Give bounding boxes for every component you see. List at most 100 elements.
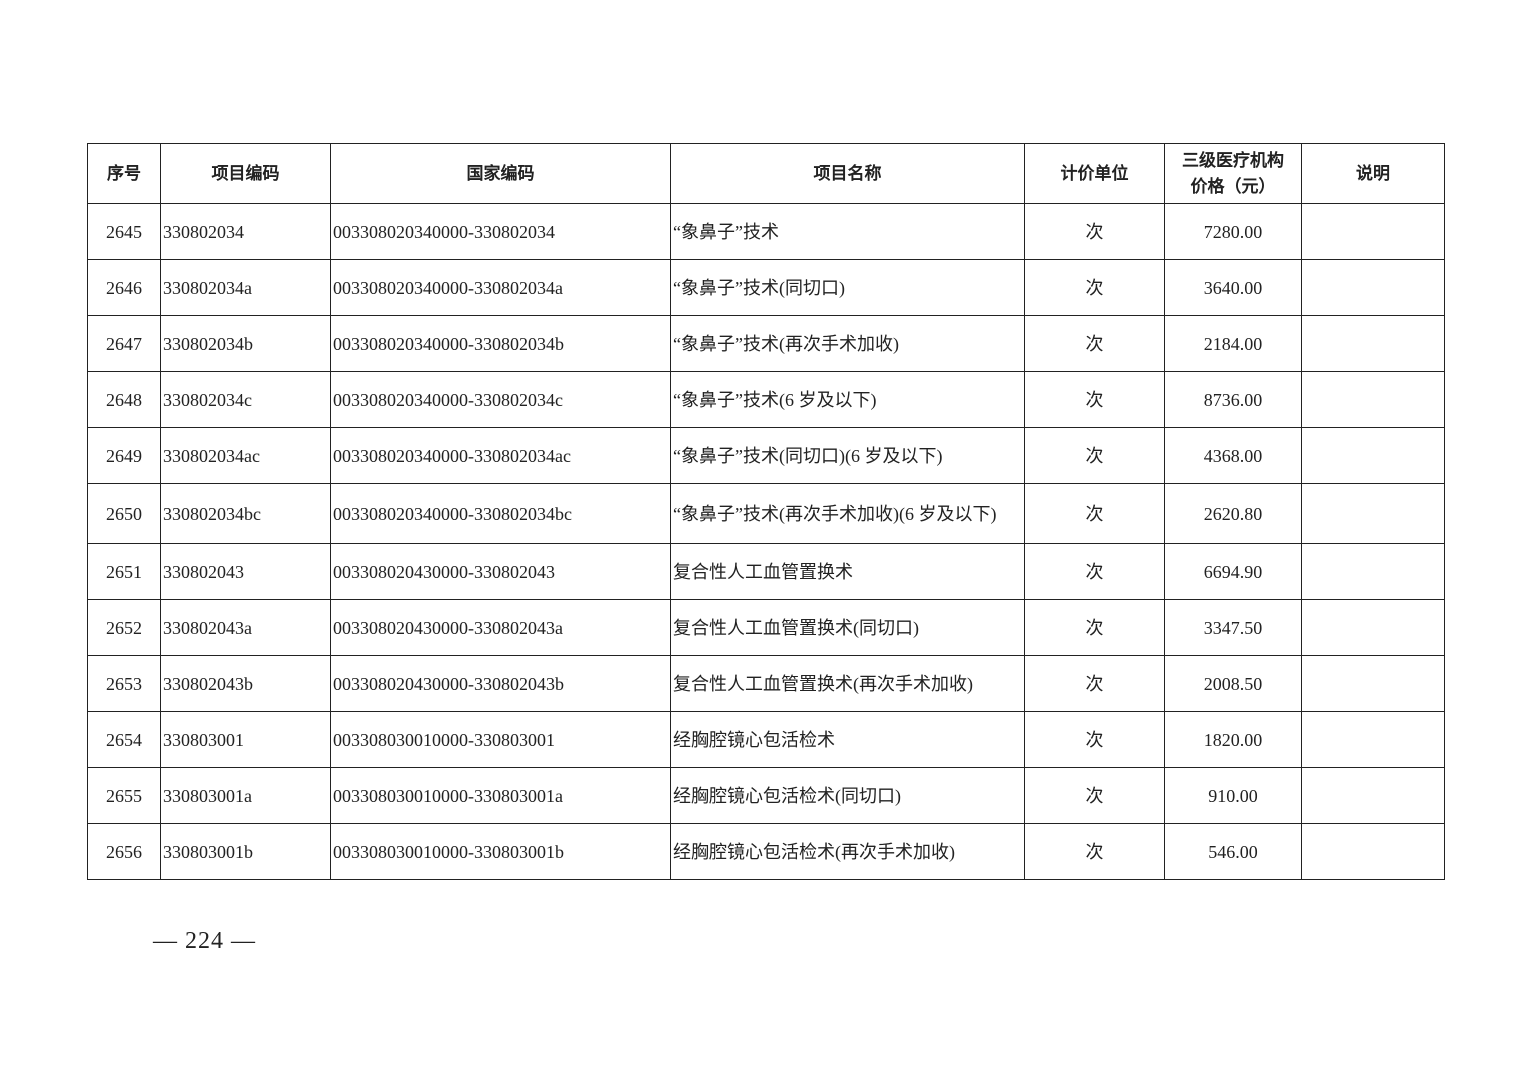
- cell-no: 2650: [87, 483, 161, 544]
- table-row: 2656 330803001b 003308030010000-330803001b…: [87, 823, 1445, 880]
- cell-note: [1301, 767, 1445, 824]
- cell-price: 3347.50: [1164, 599, 1302, 656]
- cell-national-code: 003308020430000-330802043: [330, 543, 671, 600]
- cell-name: “象鼻子”技术(再次手术加收)(6 岁及以下): [670, 483, 1025, 544]
- cell-national-code: 003308020340000-330802034c: [330, 371, 671, 428]
- cell-note: [1301, 259, 1445, 316]
- cell-national-code: 003308030010000-330803001a: [330, 767, 671, 824]
- cell-national-code: 003308020340000-330802034a: [330, 259, 671, 316]
- cell-price: 6694.90: [1164, 543, 1302, 600]
- table-row: 2648 330802034c 003308020340000-330802034c…: [87, 371, 1445, 428]
- table-row: 2649 330802034ac 003308020340000-330802034…: [87, 427, 1445, 484]
- cell-no: 2649: [87, 427, 161, 484]
- table-row: 2650 330802034bc 003308020340000-330802034…: [87, 483, 1445, 544]
- cell-national-code: 003308020340000-330802034bc: [330, 483, 671, 544]
- cell-unit: 次: [1024, 767, 1165, 824]
- cell-national-code: 003308020340000-330802034ac: [330, 427, 671, 484]
- cell-price: 8736.00: [1164, 371, 1302, 428]
- cell-code: 330802034c: [160, 371, 331, 428]
- cell-price: 2620.80: [1164, 483, 1302, 544]
- cell-code: 330802034: [160, 203, 331, 260]
- header-unit: 计价单位: [1024, 143, 1165, 204]
- cell-no: 2648: [87, 371, 161, 428]
- cell-no: 2651: [87, 543, 161, 600]
- cell-code: 330802034ac: [160, 427, 331, 484]
- table-row: 2654 330803001 003308030010000-330803001 经胸…: [87, 711, 1445, 768]
- cell-note: [1301, 823, 1445, 880]
- cell-unit: 次: [1024, 655, 1165, 712]
- cell-unit: 次: [1024, 203, 1165, 260]
- header-price-line1: 三级医疗机构: [1182, 150, 1284, 171]
- cell-name: 经胸腔镜心包活检术: [670, 711, 1025, 768]
- cell-no: 2645: [87, 203, 161, 260]
- cell-price: 7280.00: [1164, 203, 1302, 260]
- cell-no: 2654: [87, 711, 161, 768]
- cell-national-code: 003308030010000-330803001: [330, 711, 671, 768]
- cell-note: [1301, 371, 1445, 428]
- table-row: 2645 330802034 003308020340000-330802034 “象…: [87, 203, 1445, 260]
- cell-no: 2647: [87, 315, 161, 372]
- table-row: 2655 330803001a 003308030010000-330803001a…: [87, 767, 1445, 824]
- table-row: 2651 330802043 003308020430000-330802043 复合…: [87, 543, 1445, 600]
- cell-note: [1301, 427, 1445, 484]
- cell-code: 330803001: [160, 711, 331, 768]
- header-price-line2: 价格（元）: [1190, 176, 1276, 197]
- cell-unit: 次: [1024, 427, 1165, 484]
- cell-code: 330802043: [160, 543, 331, 600]
- price-table: 序号 项目编码 国家编码 项目名称 计价单位 三级医疗机构 价格（元） 说明 26…: [87, 143, 1445, 880]
- cell-name: “象鼻子”技术(同切口)(6 岁及以下): [670, 427, 1025, 484]
- table-row: 2653 330802043b 003308020430000-330802043b…: [87, 655, 1445, 712]
- table-header-row: 序号 项目编码 国家编码 项目名称 计价单位 三级医疗机构 价格（元） 说明: [87, 143, 1445, 204]
- cell-unit: 次: [1024, 599, 1165, 656]
- cell-code: 330803001a: [160, 767, 331, 824]
- cell-national-code: 003308020340000-330802034b: [330, 315, 671, 372]
- cell-price: 3640.00: [1164, 259, 1302, 316]
- cell-name: 复合性人工血管置换术(再次手术加收): [670, 655, 1025, 712]
- cell-name: “象鼻子”技术(再次手术加收): [670, 315, 1025, 372]
- cell-code: 330802034bc: [160, 483, 331, 544]
- cell-price: 1820.00: [1164, 711, 1302, 768]
- table-row: 2646 330802034a 003308020340000-330802034a…: [87, 259, 1445, 316]
- cell-name: 经胸腔镜心包活检术(同切口): [670, 767, 1025, 824]
- cell-note: [1301, 711, 1445, 768]
- cell-no: 2653: [87, 655, 161, 712]
- header-no: 序号: [87, 143, 161, 204]
- cell-name: “象鼻子”技术: [670, 203, 1025, 260]
- cell-note: [1301, 599, 1445, 656]
- cell-no: 2652: [87, 599, 161, 656]
- cell-code: 330802034b: [160, 315, 331, 372]
- cell-unit: 次: [1024, 371, 1165, 428]
- cell-note: [1301, 543, 1445, 600]
- cell-national-code: 003308020430000-330802043a: [330, 599, 671, 656]
- cell-unit: 次: [1024, 711, 1165, 768]
- header-code: 项目编码: [160, 143, 331, 204]
- cell-code: 330802043a: [160, 599, 331, 656]
- cell-price: 2184.00: [1164, 315, 1302, 372]
- cell-price: 910.00: [1164, 767, 1302, 824]
- cell-code: 330803001b: [160, 823, 331, 880]
- cell-name: “象鼻子”技术(6 岁及以下): [670, 371, 1025, 428]
- cell-name: 经胸腔镜心包活检术(再次手术加收): [670, 823, 1025, 880]
- cell-no: 2656: [87, 823, 161, 880]
- cell-unit: 次: [1024, 483, 1165, 544]
- cell-price: 2008.50: [1164, 655, 1302, 712]
- cell-price: 546.00: [1164, 823, 1302, 880]
- cell-note: [1301, 203, 1445, 260]
- cell-national-code: 003308020430000-330802043b: [330, 655, 671, 712]
- cell-no: 2655: [87, 767, 161, 824]
- cell-unit: 次: [1024, 315, 1165, 372]
- header-price: 三级医疗机构 价格（元）: [1164, 143, 1302, 204]
- cell-code: 330802034a: [160, 259, 331, 316]
- cell-price: 4368.00: [1164, 427, 1302, 484]
- cell-name: 复合性人工血管置换术(同切口): [670, 599, 1025, 656]
- cell-no: 2646: [87, 259, 161, 316]
- cell-national-code: 003308020340000-330802034: [330, 203, 671, 260]
- cell-note: [1301, 315, 1445, 372]
- header-note: 说明: [1301, 143, 1445, 204]
- cell-note: [1301, 655, 1445, 712]
- cell-national-code: 003308030010000-330803001b: [330, 823, 671, 880]
- cell-unit: 次: [1024, 259, 1165, 316]
- page-number: — 224 —: [153, 928, 256, 954]
- table-row: 2647 330802034b 003308020340000-330802034b…: [87, 315, 1445, 372]
- cell-name: 复合性人工血管置换术: [670, 543, 1025, 600]
